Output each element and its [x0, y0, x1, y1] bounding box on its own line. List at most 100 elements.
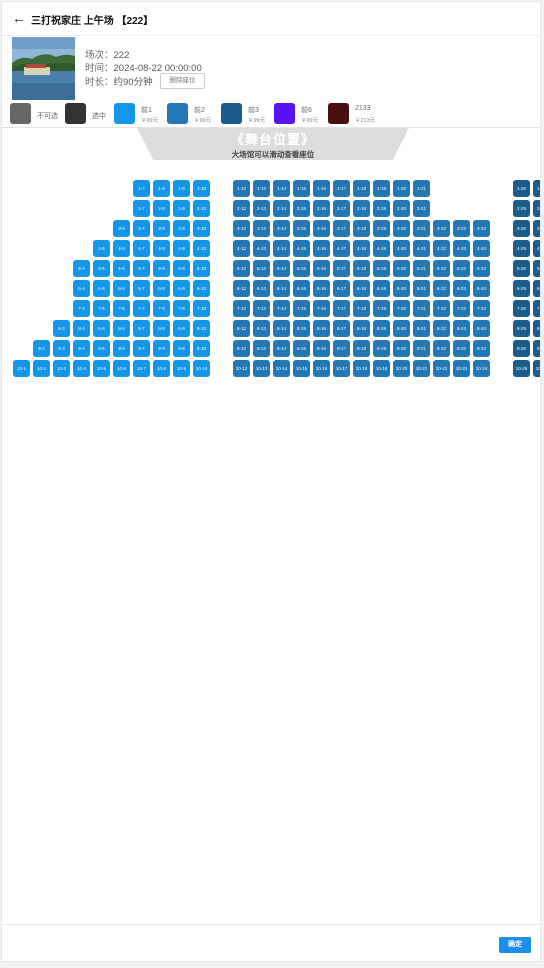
- seat[interactable]: 9-9: [173, 340, 190, 357]
- seat[interactable]: 1-9: [173, 180, 190, 197]
- seat[interactable]: 8-25: [513, 320, 530, 337]
- seat[interactable]: 5-19: [373, 260, 390, 277]
- seat[interactable]: 4-5: [93, 240, 110, 257]
- seat[interactable]: 6-23: [453, 280, 470, 297]
- seat[interactable]: 6-21: [413, 280, 430, 297]
- seat[interactable]: 6-4: [73, 280, 90, 297]
- seat[interactable]: 3-24: [473, 220, 490, 237]
- seat[interactable]: 10-10: [193, 360, 210, 377]
- seat[interactable]: 5-25: [513, 260, 530, 277]
- seat[interactable]: 3-10: [193, 220, 210, 237]
- seat[interactable]: 3-22: [433, 220, 450, 237]
- seat[interactable]: 2-9: [173, 200, 190, 217]
- seat[interactable]: 7-8: [153, 300, 170, 317]
- seat[interactable]: 6-19: [373, 280, 390, 297]
- seat[interactable]: 3-18: [353, 220, 370, 237]
- seat[interactable]: 4-10: [193, 240, 210, 257]
- seat[interactable]: 4-22: [433, 240, 450, 257]
- seat[interactable]: 8-19: [373, 320, 390, 337]
- seat[interactable]: 8-26: [533, 320, 540, 337]
- seat[interactable]: 6-24: [473, 280, 490, 297]
- seat[interactable]: 2-19: [373, 200, 390, 217]
- seat[interactable]: 7-13: [253, 300, 270, 317]
- seat[interactable]: 10-14: [273, 360, 290, 377]
- seat[interactable]: 10-5: [93, 360, 110, 377]
- seat[interactable]: 2-14: [273, 200, 290, 217]
- seat[interactable]: 1-14: [273, 180, 290, 197]
- seat[interactable]: 9-25: [513, 340, 530, 357]
- seat[interactable]: 1-10: [193, 180, 210, 197]
- seat[interactable]: 5-6: [113, 260, 130, 277]
- seat[interactable]: 5-14: [273, 260, 290, 277]
- seat[interactable]: 10-3: [53, 360, 70, 377]
- seat[interactable]: 2-21: [413, 200, 430, 217]
- seat[interactable]: 9-2: [33, 340, 50, 357]
- seat[interactable]: 9-6: [113, 340, 130, 357]
- seat[interactable]: 8-5: [93, 320, 110, 337]
- seat[interactable]: 9-3: [53, 340, 70, 357]
- seat[interactable]: 9-23: [453, 340, 470, 357]
- seat[interactable]: 7-5: [93, 300, 110, 317]
- seat[interactable]: 2-25: [513, 200, 530, 217]
- seat[interactable]: 9-18: [353, 340, 370, 357]
- seat[interactable]: 8-22: [433, 320, 450, 337]
- arrow-left-icon[interactable]: ←: [12, 10, 26, 26]
- seat[interactable]: 4-24: [473, 240, 490, 257]
- seat[interactable]: 3-16: [313, 220, 330, 237]
- seat[interactable]: 6-8: [153, 280, 170, 297]
- seat[interactable]: 4-18: [353, 240, 370, 257]
- seat[interactable]: 9-20: [393, 340, 410, 357]
- seat[interactable]: 6-5: [93, 280, 110, 297]
- seat[interactable]: 3-12: [233, 220, 250, 237]
- seat[interactable]: 10-6: [113, 360, 130, 377]
- seat[interactable]: 7-4: [73, 300, 90, 317]
- seat[interactable]: 4-25: [513, 240, 530, 257]
- seat[interactable]: 5-26: [533, 260, 540, 277]
- seat[interactable]: 1-13: [253, 180, 270, 197]
- seat[interactable]: 6-17: [333, 280, 350, 297]
- seat[interactable]: 7-25: [513, 300, 530, 317]
- seat[interactable]: 4-19: [373, 240, 390, 257]
- confirm-button[interactable]: 确定: [499, 937, 531, 953]
- seat[interactable]: 3-8: [153, 220, 170, 237]
- seat[interactable]: 9-4: [73, 340, 90, 357]
- seat[interactable]: 8-15: [293, 320, 310, 337]
- seat[interactable]: 2-18: [353, 200, 370, 217]
- seat[interactable]: 4-15: [293, 240, 310, 257]
- seat[interactable]: 10-13: [253, 360, 270, 377]
- seat[interactable]: 7-7: [133, 300, 150, 317]
- seat[interactable]: 3-9: [173, 220, 190, 237]
- seat[interactable]: 9-15: [293, 340, 310, 357]
- seat[interactable]: 4-6: [113, 240, 130, 257]
- seat[interactable]: 7-9: [173, 300, 190, 317]
- seat[interactable]: 9-7: [133, 340, 150, 357]
- seat[interactable]: 10-17: [333, 360, 350, 377]
- seat[interactable]: 9-19: [373, 340, 390, 357]
- seat[interactable]: 6-20: [393, 280, 410, 297]
- seat[interactable]: 9-16: [313, 340, 330, 357]
- seat[interactable]: 9-22: [433, 340, 450, 357]
- seat[interactable]: 9-12: [233, 340, 250, 357]
- seat[interactable]: 10-21: [413, 360, 430, 377]
- seat[interactable]: 6-13: [253, 280, 270, 297]
- seat[interactable]: 8-13: [253, 320, 270, 337]
- seat[interactable]: 6-7: [133, 280, 150, 297]
- seat[interactable]: 7-20: [393, 300, 410, 317]
- seat[interactable]: 1-16: [313, 180, 330, 197]
- seat[interactable]: 8-21: [413, 320, 430, 337]
- seat[interactable]: 7-14: [273, 300, 290, 317]
- seat[interactable]: 10-23: [453, 360, 470, 377]
- seat[interactable]: 2-15: [293, 200, 310, 217]
- seat[interactable]: 7-22: [433, 300, 450, 317]
- seat[interactable]: 1-26: [533, 180, 540, 197]
- seat[interactable]: 4-16: [313, 240, 330, 257]
- seat[interactable]: 5-17: [333, 260, 350, 277]
- seat[interactable]: 8-20: [393, 320, 410, 337]
- seat[interactable]: 7-26: [533, 300, 540, 317]
- seat[interactable]: 2-8: [153, 200, 170, 217]
- seat[interactable]: 5-23: [453, 260, 470, 277]
- seat[interactable]: 5-7: [133, 260, 150, 277]
- seat[interactable]: 9-24: [473, 340, 490, 357]
- seat[interactable]: 10-4: [73, 360, 90, 377]
- seat[interactable]: 1-19: [373, 180, 390, 197]
